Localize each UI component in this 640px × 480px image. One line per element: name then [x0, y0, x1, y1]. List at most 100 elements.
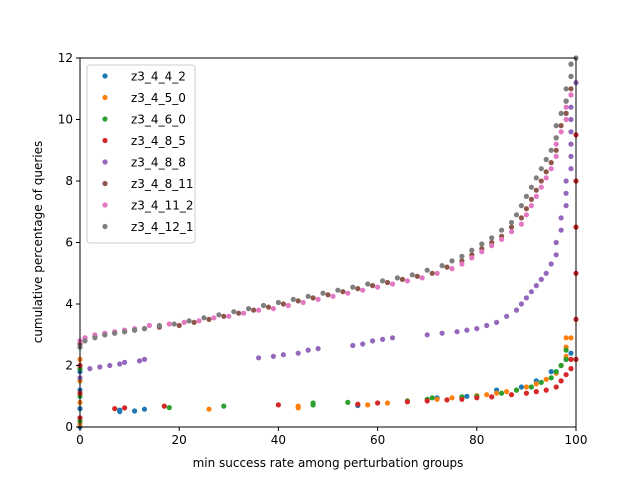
legend-label: z3_4_11_2 [131, 199, 193, 213]
legend-label: z3_4_12_1 [131, 220, 193, 234]
data-point [231, 309, 237, 315]
data-point [518, 215, 525, 221]
data-point [275, 402, 281, 408]
data-point [310, 400, 316, 406]
data-point [166, 321, 172, 327]
data-point [543, 376, 549, 382]
data-point [568, 335, 574, 341]
data-point [132, 408, 138, 414]
data-point [553, 239, 559, 246]
data-point [518, 384, 525, 390]
data-point [494, 319, 500, 325]
data-point [256, 307, 262, 313]
data-point [563, 98, 569, 104]
data-point [489, 235, 495, 241]
data-point [523, 295, 530, 301]
data-point [568, 61, 574, 67]
data-point [563, 178, 569, 184]
plot-area [77, 55, 579, 430]
data-point [508, 392, 515, 398]
data-point [290, 296, 296, 302]
data-point [375, 400, 381, 406]
data-point [439, 330, 445, 336]
x-tick-label: 100 [565, 433, 588, 447]
data-point [424, 398, 430, 404]
data-point [558, 123, 564, 129]
legend: z3_4_4_2 z3_4_5_0 z3_4_6_0 z3_4_8_5 z3_4_8_8… [86, 64, 196, 244]
data-point [112, 406, 118, 412]
data-point [533, 381, 539, 387]
y-axis-label: cumulative percentage of queries [31, 141, 45, 344]
data-point [355, 401, 361, 407]
data-point [528, 196, 535, 202]
data-point [315, 346, 321, 352]
data-point [499, 236, 505, 242]
series-z3_4_8_8 [77, 80, 579, 381]
data-point [528, 203, 535, 209]
data-point [370, 283, 376, 289]
data-point [221, 403, 227, 409]
data-point [538, 166, 544, 172]
data-point [399, 276, 405, 282]
data-point [112, 330, 118, 336]
data-point [538, 276, 544, 282]
data-point [568, 129, 574, 135]
data-point [464, 393, 470, 399]
data-point [424, 332, 430, 338]
data-point [523, 384, 530, 390]
data-point [568, 166, 574, 172]
data-point [563, 116, 569, 123]
data-point [260, 302, 267, 309]
x-tick-label: 40 [271, 433, 286, 447]
data-point [295, 298, 301, 304]
data-point [280, 352, 286, 358]
data-point [280, 301, 286, 307]
data-point [538, 178, 544, 184]
data-point [553, 252, 559, 258]
data-point [355, 286, 361, 292]
data-point [340, 289, 346, 295]
data-point [384, 279, 391, 286]
data-point [548, 375, 554, 381]
data-point [508, 229, 515, 235]
data-point [141, 326, 148, 332]
data-point [563, 372, 569, 378]
data-point [474, 395, 480, 401]
data-point [161, 403, 167, 409]
data-point [97, 364, 103, 370]
data-point [553, 135, 559, 141]
data-point [449, 258, 455, 264]
data-point [102, 332, 108, 338]
data-point [568, 153, 574, 159]
data-point [265, 304, 272, 310]
data-point [92, 335, 98, 341]
series-z3_4_6_0 [77, 347, 569, 424]
data-point [459, 396, 465, 402]
x-axis-label: min success rate among perturbation grou… [193, 456, 464, 470]
legend-label: z3_4_8_11 [131, 177, 193, 191]
data-point [186, 318, 192, 324]
data-point [211, 315, 217, 321]
data-point [454, 329, 460, 335]
data-point [513, 387, 520, 393]
data-point [196, 318, 202, 324]
data-point [469, 255, 475, 261]
data-point [345, 399, 351, 405]
data-point [360, 287, 366, 293]
data-point [568, 141, 574, 147]
legend-marker [102, 116, 108, 122]
data-point [538, 184, 544, 190]
data-point [523, 212, 530, 218]
data-point [464, 327, 470, 333]
data-point [315, 296, 321, 302]
data-point [434, 270, 440, 276]
data-point [548, 147, 554, 153]
series-z3_4_5_0 [77, 335, 574, 427]
data-point [528, 289, 535, 295]
data-point [469, 247, 475, 253]
data-point [568, 366, 574, 372]
data-point [360, 341, 366, 347]
y-tick-label: 6 [65, 236, 73, 250]
legend-marker [102, 159, 108, 165]
